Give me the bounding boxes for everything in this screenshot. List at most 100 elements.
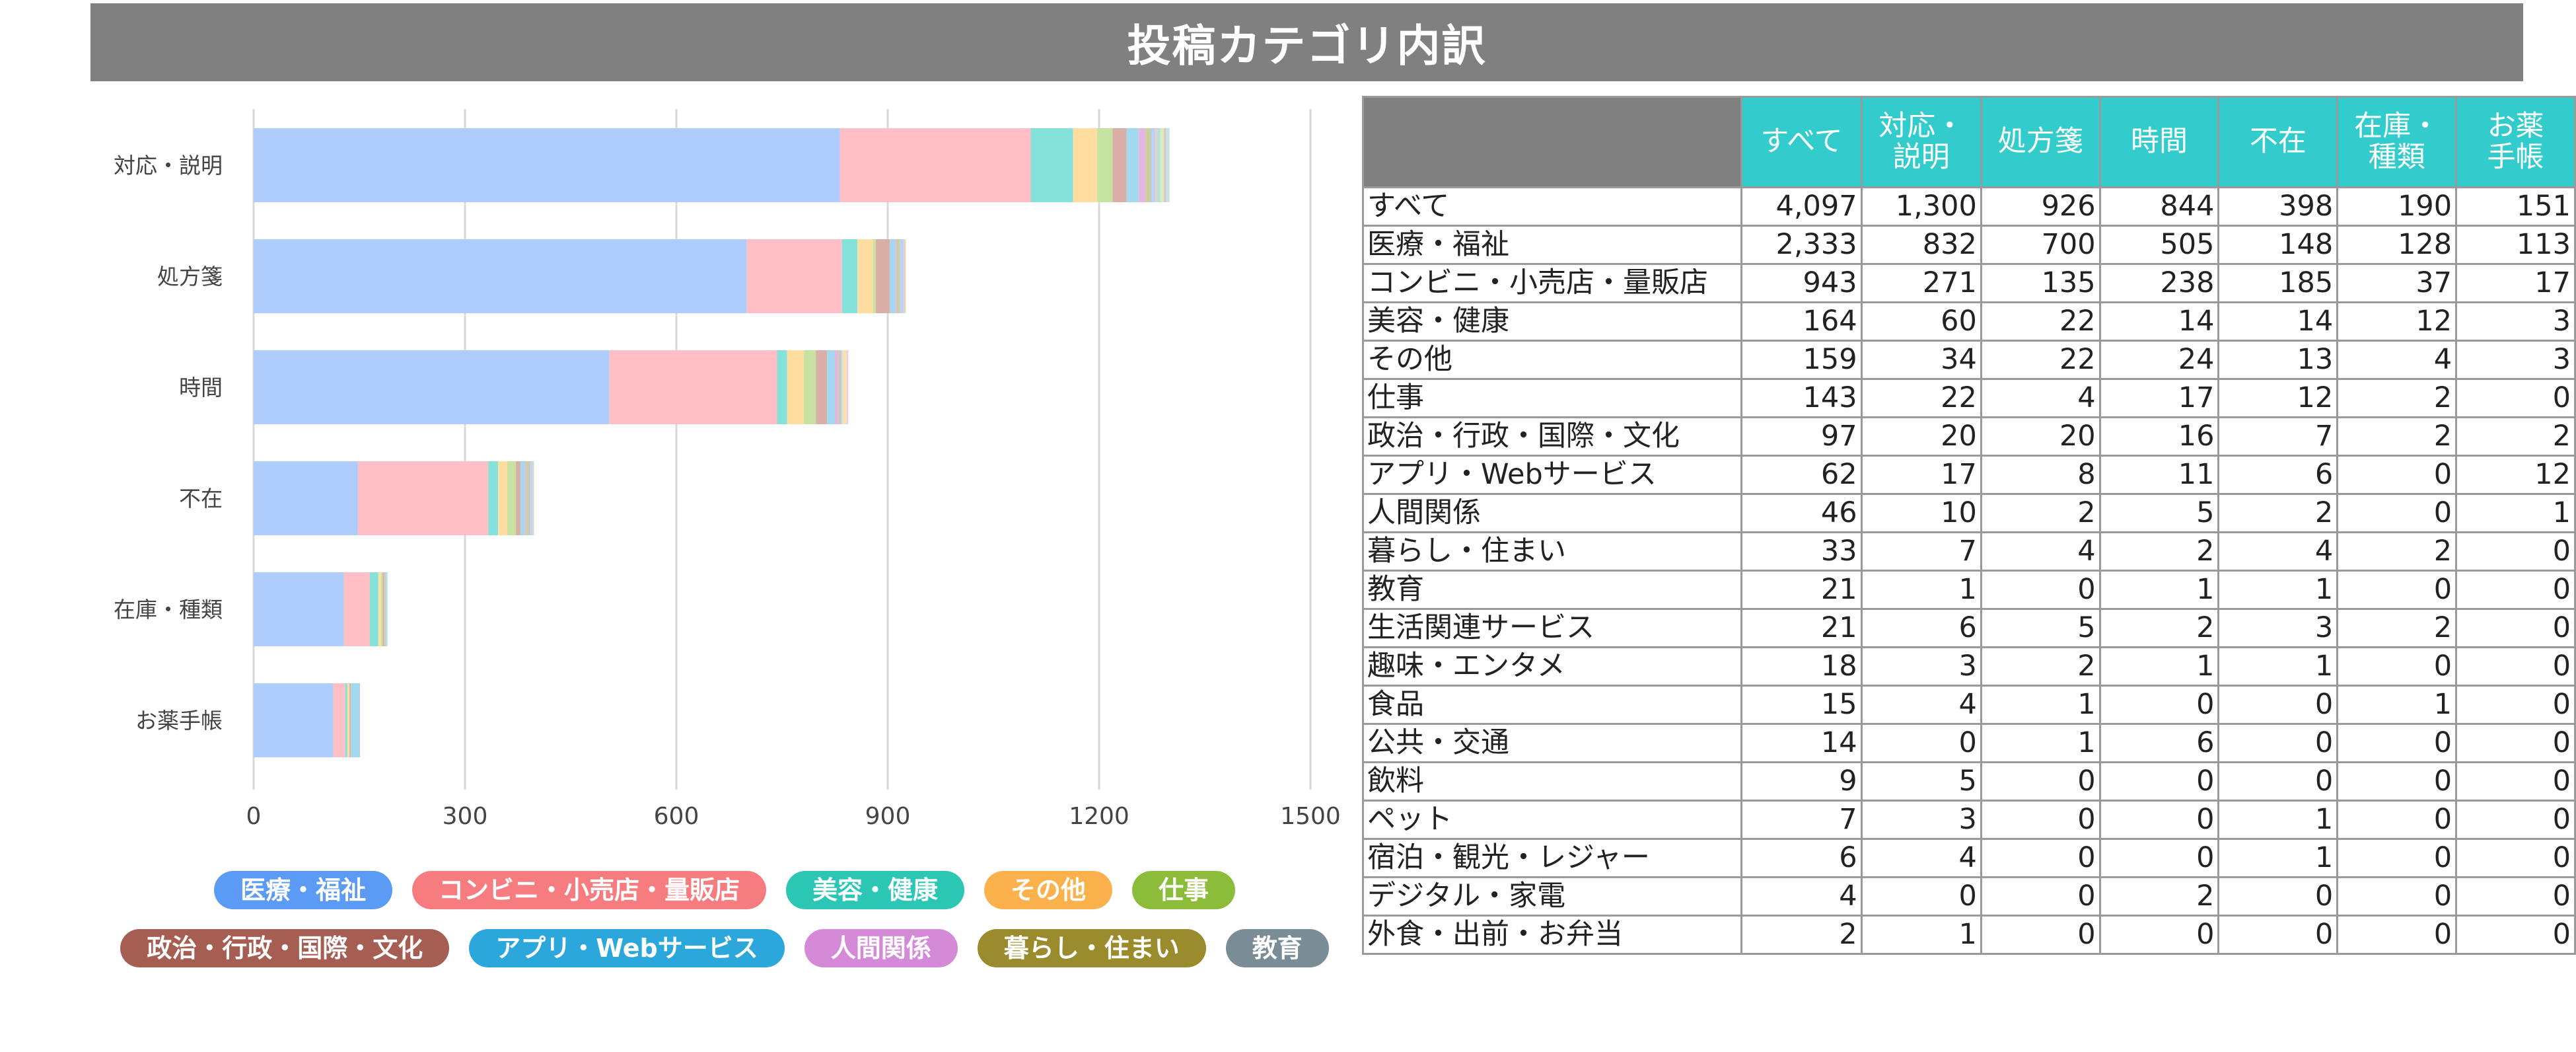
table-cell: 14 <box>1740 723 1863 763</box>
table-cell: 190 <box>2336 186 2458 227</box>
row-category: 生活関連サービス <box>1361 608 1743 648</box>
table-cell: 20 <box>1860 416 1982 457</box>
table-row: 教育 21 1 0 1 1 0 0 <box>1361 570 2576 610</box>
table-cell: 6 <box>2217 455 2339 495</box>
table-row: その他 159 34 22 24 13 4 3 <box>1361 340 2576 380</box>
bar-segment <box>1126 128 1139 202</box>
x-tick-label: 1200 <box>1069 803 1129 830</box>
table-cell: 2 <box>2336 608 2458 648</box>
table-cell: 4,097 <box>1740 186 1863 227</box>
bar-segment <box>507 461 516 535</box>
table-cell: 926 <box>1980 186 2101 227</box>
table-row: デジタル・家電 4 0 0 2 0 0 0 <box>1361 876 2576 917</box>
bar-segment <box>333 683 345 757</box>
table-cell: 0 <box>2217 685 2339 725</box>
table-cell: 164 <box>1740 301 1863 342</box>
table-cell: 7 <box>2217 416 2339 457</box>
table-cell: 0 <box>2455 608 2576 648</box>
row-category: ペット <box>1361 800 1743 840</box>
column-header: お薬 手帳 <box>2455 96 2576 188</box>
bar-segment <box>357 461 489 535</box>
table-cell: 5 <box>1860 761 1982 802</box>
x-tick-label: 0 <box>246 803 262 830</box>
category-label: 時間 <box>179 375 223 400</box>
bar-segment <box>873 239 876 313</box>
legend-item: その他 <box>984 871 1113 909</box>
x-tick-label: 900 <box>865 803 911 830</box>
table-cell: 185 <box>2217 263 2339 303</box>
table-cell: 0 <box>2455 570 2576 610</box>
table-cell: 3 <box>1860 800 1982 840</box>
table-cell: 0 <box>1980 570 2101 610</box>
bar-segment <box>385 572 387 646</box>
bar-segment <box>1145 128 1151 202</box>
chart-legend: 医療・福祉 コンビニ・小売店・量販店 美容・健康 その他 仕事 政治・行政・国際・文化 アプ… <box>90 871 1359 987</box>
bar-segment <box>498 461 507 535</box>
bar-segment <box>1096 128 1113 202</box>
table-cell: 0 <box>2217 876 2339 917</box>
table-cell: 34 <box>1860 340 1982 380</box>
category-label: 処方箋 <box>157 264 223 289</box>
table-cell: 11 <box>2098 455 2220 495</box>
bar-segment <box>488 461 499 535</box>
table-cell: 135 <box>1980 263 2101 303</box>
table-cell: 0 <box>2455 838 2576 878</box>
table-cell: 0 <box>2455 723 2576 763</box>
table-cell: 21 <box>1740 570 1863 610</box>
table-cell: 0 <box>2455 378 2576 418</box>
bar-segment <box>900 239 904 313</box>
category-label: 在庫・種類 <box>114 597 223 622</box>
legend-item: 美容・健康 <box>785 871 964 909</box>
table-cell: 17 <box>1860 455 1982 495</box>
table-cell: 1 <box>2217 838 2339 878</box>
bar-segment <box>827 350 835 424</box>
column-header: 処方箋 <box>1980 96 2101 188</box>
table-cell: 46 <box>1740 493 1863 533</box>
bar-segment <box>254 350 610 424</box>
table-cell: 0 <box>2336 915 2458 955</box>
bar-segment <box>895 239 897 313</box>
bar-segment <box>842 350 847 424</box>
table-cell: 0 <box>2098 761 2220 802</box>
column-header: 在庫・ 種類 <box>2336 96 2458 188</box>
table-cell: 3 <box>2455 340 2576 380</box>
table-cell: 0 <box>2455 915 2576 955</box>
table-cell: 24 <box>2098 340 2220 380</box>
table-cell: 0 <box>1980 876 2101 917</box>
table-cell: 1 <box>1860 915 1982 955</box>
table-row: 食品 15 4 1 0 0 1 0 <box>1361 685 2576 725</box>
bar-segment <box>904 239 906 313</box>
bar-segment <box>381 572 383 646</box>
bar-segment <box>370 572 378 646</box>
table-cell: 0 <box>2336 455 2458 495</box>
table-cell: 0 <box>2336 493 2458 533</box>
table-cell: 0 <box>2455 685 2576 725</box>
table-cell: 2 <box>2098 531 2220 572</box>
table-cell: 0 <box>2217 761 2339 802</box>
category-table: すべて 対応・ 説明 処方箋 時間 不在 在庫・ 種類 お薬 手帳 すべて 4,097 1,300 92… <box>1361 96 2576 955</box>
table-row: 飲料 9 5 0 0 0 0 0 <box>1361 761 2576 802</box>
table-cell: 0 <box>1980 761 2101 802</box>
bar-segment <box>1030 128 1073 202</box>
bar-segment <box>847 350 849 424</box>
bar-segment <box>890 239 896 313</box>
table-cell: 5 <box>1980 608 2101 648</box>
bar-segment <box>524 461 526 535</box>
row-category: 外食・出前・お弁当 <box>1361 915 1743 955</box>
table-cell: 505 <box>2098 225 2220 265</box>
legend-row: 政治・行政・国際・文化 アプリ・Webサービス 人間関係 暮らし・住まい 教育 <box>90 929 1359 967</box>
bar-segment <box>254 239 747 313</box>
category-label: お薬手帳 <box>135 708 223 733</box>
table-cell: 0 <box>2098 800 2220 840</box>
table-cell: 0 <box>2455 876 2576 917</box>
table-cell: 0 <box>2455 646 2576 687</box>
table-cell: 398 <box>2217 186 2339 227</box>
table-row: 生活関連サービス 21 6 5 2 3 2 0 <box>1361 608 2576 648</box>
table-corner <box>1361 96 1743 188</box>
bar-segment <box>1168 128 1170 202</box>
bar-segment <box>526 461 530 535</box>
table-cell: 12 <box>2217 378 2339 418</box>
table-row: 暮らし・住まい 33 7 4 2 4 2 0 <box>1361 531 2576 572</box>
table-cell: 0 <box>2336 876 2458 917</box>
table-cell: 10 <box>1860 493 1982 533</box>
